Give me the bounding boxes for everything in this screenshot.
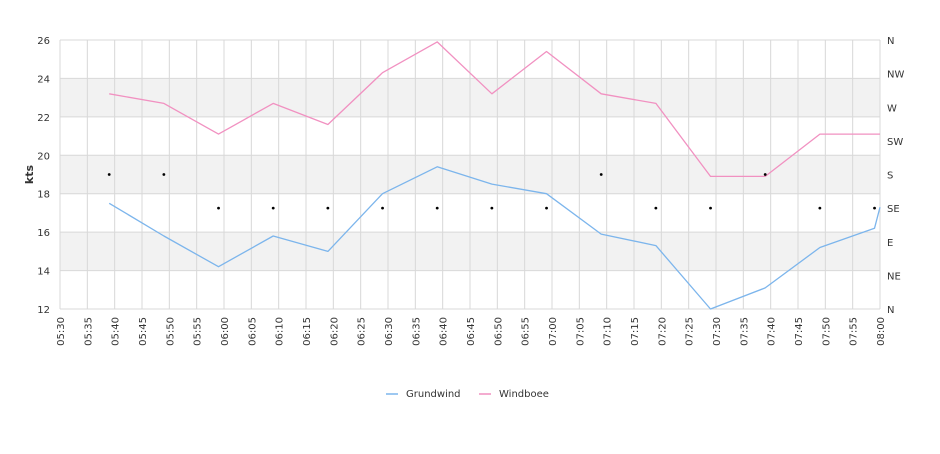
direction-point (654, 206, 658, 210)
direction-point (326, 206, 330, 210)
x-tick-label: 07:40 (767, 317, 778, 346)
x-tick-label: 07:35 (739, 317, 750, 346)
direction-point (271, 206, 275, 210)
x-tick-label: 07:10 (603, 317, 614, 346)
direction-point (873, 206, 876, 210)
x-tick-label: 07:25 (685, 317, 696, 346)
y2-tick-label: SW (887, 137, 903, 148)
y2-tick-label: W (887, 103, 897, 114)
legend: Grundwind Windboee (386, 389, 549, 400)
x-tick-label: 05:30 (56, 317, 67, 346)
y-axis-label: kts (23, 164, 36, 184)
x-tick-label: 06:00 (220, 317, 231, 346)
x-tick-label: 06:05 (247, 317, 258, 346)
x-tick-label: 05:45 (138, 317, 149, 346)
x-tick-label: 05:55 (193, 317, 204, 346)
y-tick-label: 12 (37, 305, 50, 316)
direction-point (435, 206, 439, 210)
y-tick-label: 14 (37, 267, 50, 278)
y2-tick-label: NW (887, 70, 904, 81)
y-tick-label: 20 (37, 151, 50, 162)
x-tick-label: 07:00 (548, 317, 559, 346)
y2-tick-label: NE (887, 271, 901, 282)
direction-point (763, 173, 767, 176)
x-tick-label: 05:35 (83, 317, 94, 346)
x-tick-label: 06:35 (411, 317, 422, 346)
series-line-windboee (109, 41, 880, 178)
direction-point (162, 173, 166, 176)
x-tick-label: 05:40 (111, 317, 122, 346)
direction-point (599, 173, 603, 176)
series-line-grundwind (108, 166, 881, 310)
x-tick-label: 06:25 (357, 317, 368, 346)
x-tick-label: 06:10 (275, 317, 286, 346)
y-tick-label: 22 (37, 113, 50, 124)
x-tick-label: 07:55 (849, 317, 860, 346)
legend-label: Windboee (499, 389, 549, 400)
legend-label: Grundwind (406, 389, 461, 400)
direction-point (490, 206, 494, 210)
y2-tick-label: E (887, 238, 893, 249)
y2-tick-label: SE (887, 204, 900, 215)
x-tick-label: 06:50 (493, 317, 504, 346)
x-tick-label: 08:00 (876, 317, 887, 346)
y2-axis-ticks: N NE E SE S SW W NW N (887, 36, 904, 316)
y-tick-label: 16 (37, 228, 50, 239)
y-tick-label: 26 (37, 36, 50, 47)
direction-point (818, 206, 822, 210)
x-tick-label: 05:50 (165, 317, 176, 346)
x-tick-label: 07:50 (821, 317, 832, 346)
y2-tick-label: S (887, 171, 893, 182)
direction-point (709, 206, 712, 210)
y2-tick-label: N (887, 305, 894, 316)
y-axis-ticks: 12 14 16 18 20 22 24 26 (37, 36, 50, 316)
x-tick-label: 07:45 (794, 317, 805, 346)
x-tick-label: 06:15 (302, 317, 313, 346)
direction-point (381, 206, 384, 210)
horizontal-gridlines (60, 39, 880, 310)
direction-point (217, 206, 220, 210)
direction-points (107, 173, 876, 210)
x-tick-label: 07:30 (712, 317, 723, 346)
y2-tick-label: N (887, 36, 894, 47)
x-tick-label: 06:40 (439, 317, 450, 346)
x-tick-label: 06:20 (329, 317, 340, 346)
vertical-gridlines (59, 40, 881, 309)
x-axis-ticks: 05:30 05:35 05:40 05:45 05:50 05:55 06:00 06:05… (56, 317, 887, 346)
direction-point (545, 206, 548, 210)
y-tick-label: 24 (37, 74, 50, 85)
x-tick-label: 07:05 (575, 317, 586, 346)
x-tick-label: 07:20 (657, 317, 668, 346)
x-tick-label: 06:55 (521, 317, 532, 346)
direction-point (107, 173, 111, 176)
y-tick-label: 18 (37, 190, 50, 201)
x-tick-label: 06:30 (384, 317, 395, 346)
x-tick-label: 06:45 (466, 317, 477, 346)
x-tick-label: 07:15 (630, 317, 641, 346)
series-lines (108, 41, 881, 310)
